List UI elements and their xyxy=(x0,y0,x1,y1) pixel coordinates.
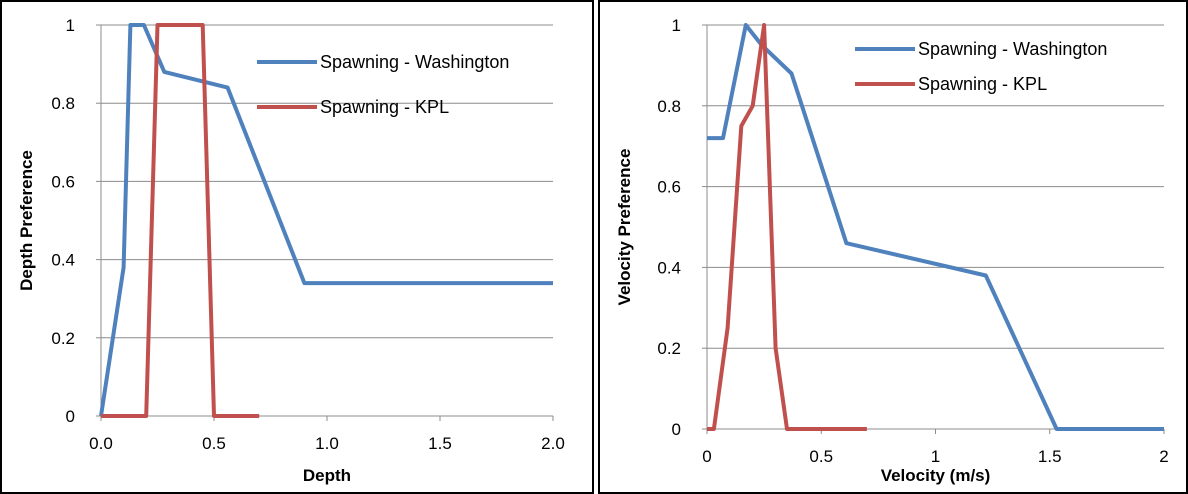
x-tick-label: 1.5 xyxy=(428,434,452,453)
y-tick-label: 0.2 xyxy=(51,329,75,348)
y-tick-label: 0.6 xyxy=(657,178,681,197)
x-tick-label: 0 xyxy=(702,447,711,466)
x-tick-label: 0.0 xyxy=(89,434,113,453)
depth-chart-svg: 0 0.2 0.4 0.6 0.8 1 0.0 0.5 1.0 1.5 2.0 Depth Depth … xyxy=(17,16,565,485)
legend-label: Spawning - Washington xyxy=(918,39,1107,59)
series-line-kpl xyxy=(707,23,867,431)
series-line-washington xyxy=(707,23,1164,431)
y-tick-label: 1 xyxy=(672,16,681,35)
y-tick-label: 0 xyxy=(672,420,681,439)
y-tick-label: 0.8 xyxy=(657,97,681,116)
x-tick-label: 2.0 xyxy=(541,434,565,453)
x-tick-label: 1.0 xyxy=(315,434,339,453)
legend-label: Spawning - Washington xyxy=(320,52,509,72)
series-line-washington xyxy=(99,23,553,417)
x-tick-label: 2 xyxy=(1159,447,1168,466)
x-tick-label: 0.5 xyxy=(202,434,226,453)
series-line-kpl xyxy=(101,23,260,418)
x-tick-label: 1 xyxy=(931,447,940,466)
y-tick-label: 0.8 xyxy=(51,94,75,113)
y-tick-label: 0.4 xyxy=(51,251,75,270)
y-tick-label: 0.4 xyxy=(657,258,681,277)
y-tick-label: 0.6 xyxy=(51,172,75,191)
x-tick-label: 0.5 xyxy=(809,447,833,466)
y-tick-label: 0.2 xyxy=(657,339,681,358)
y-axis-title: Depth Preference xyxy=(17,150,36,291)
y-axis-title: Velocity Preference xyxy=(615,149,634,306)
x-tick-label: 1.5 xyxy=(1038,447,1062,466)
depth-preference-chart: 0 0.2 0.4 0.6 0.8 1 0.0 0.5 1.0 1.5 2.0 Depth Depth … xyxy=(0,0,594,494)
x-axis-title: Velocity (m/s) xyxy=(881,466,991,485)
velocity-preference-chart: 0 0.2 0.4 0.6 0.8 1 0 0.5 1 1.5 2 Velocity (m/s) Vel… xyxy=(598,0,1188,494)
legend-label: Spawning - KPL xyxy=(320,97,449,117)
y-tick-label: 0 xyxy=(66,407,75,426)
velocity-chart-svg: 0 0.2 0.4 0.6 0.8 1 0 0.5 1 1.5 2 Velocity (m/s) Vel… xyxy=(615,16,1169,485)
y-tick-label: 1 xyxy=(66,16,75,35)
legend-label: Spawning - KPL xyxy=(918,74,1047,94)
x-axis-title: Depth xyxy=(303,466,351,485)
